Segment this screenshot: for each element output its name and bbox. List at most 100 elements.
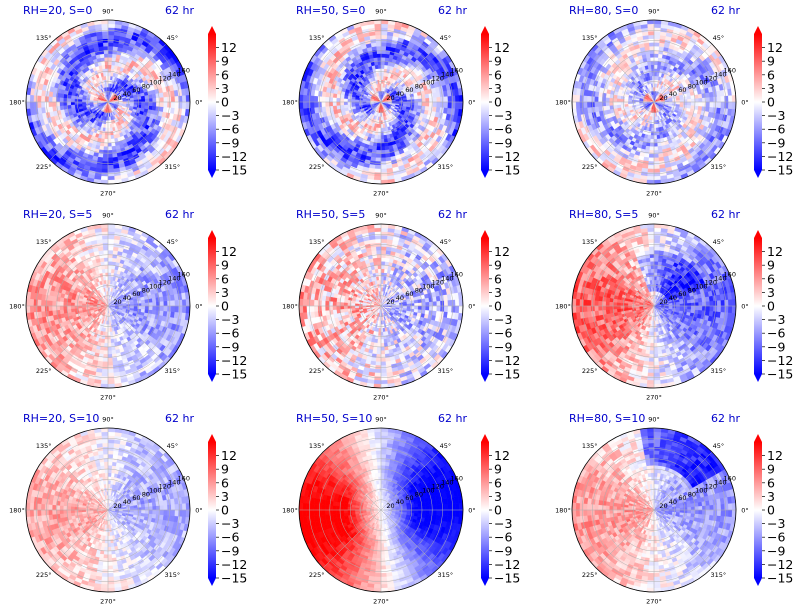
angle-tick-label: 270° [646, 190, 662, 198]
radial-tick-label: 20 [386, 94, 394, 102]
angle-tick-label: 0° [195, 99, 202, 107]
field-cell [101, 34, 109, 40]
field-cell [653, 142, 659, 147]
field-cell [380, 42, 387, 47]
field-cell [33, 95, 38, 103]
field-cell [40, 101, 46, 109]
field-cell [380, 176, 389, 181]
field-cell [107, 23, 116, 28]
field-cell [174, 101, 180, 109]
angular-gridline [107, 43, 167, 103]
field-cell [649, 57, 655, 62]
field-cell [679, 101, 685, 105]
panel-grid: 0°45°90°135°180°225°270°315°20 40 60 80 1001… [9, 4, 793, 606]
field-cell [582, 101, 588, 109]
field-cell [653, 68, 658, 73]
field-cell [653, 168, 661, 174]
field-cell [403, 101, 408, 105]
field-cell [612, 98, 618, 103]
angle-tick-label: 225° [309, 163, 325, 171]
radial-tick-label: 60 [132, 86, 140, 94]
radial-tick-label: 120 [159, 74, 171, 82]
colorbar-tick-label: 6 [494, 67, 502, 82]
angle-tick-label: 135° [309, 34, 325, 42]
field-cell [178, 95, 183, 103]
field-cell [100, 23, 109, 28]
field-cell [374, 172, 382, 177]
polar-panel: 0°45°90°135°180°225°270°315°20 40 60 80 1001… [9, 208, 247, 402]
field-cell [417, 98, 423, 103]
field-cell [309, 101, 315, 109]
panel-title-left: RH=80, S=0 [569, 4, 638, 17]
field-cell [429, 97, 434, 103]
angle-tick-label: 225° [582, 163, 598, 171]
field-cell [55, 97, 60, 103]
field-cell [458, 101, 463, 110]
field-cell [380, 20, 389, 25]
field-cell [101, 134, 106, 140]
angle-tick-label: 90° [375, 8, 387, 16]
field-cell [107, 68, 112, 73]
angle-tick-label: 225° [36, 163, 52, 171]
field-cell [66, 98, 72, 103]
field-cell [107, 27, 115, 32]
colorbar-tick-label: −12 [494, 149, 520, 164]
field-cell [104, 64, 109, 69]
field-cell [443, 95, 449, 103]
field-cell [575, 101, 580, 110]
field-cell [101, 27, 109, 32]
field-cell [616, 98, 621, 103]
field-cell [107, 20, 116, 25]
field-cell [70, 98, 75, 103]
field-cell [77, 99, 83, 103]
field-cell [336, 101, 341, 107]
field-cell [102, 42, 109, 47]
field-cell [597, 101, 603, 108]
panel-title-right: 62 hr [165, 4, 194, 17]
field-cell [26, 94, 31, 103]
field-cell [174, 95, 180, 103]
field-cell [29, 94, 34, 103]
field-cell [380, 53, 386, 58]
field-cell [48, 101, 53, 108]
colorbar-tick-label: −9 [221, 135, 239, 150]
field-cell [343, 101, 348, 106]
field-cell [100, 176, 109, 181]
panel-title-left: RH=50, S=0 [296, 4, 365, 17]
field-cell [451, 95, 456, 103]
field-cell [374, 134, 379, 140]
angle-tick-label: 0° [741, 99, 748, 107]
field-cell [653, 34, 661, 40]
field-cell [377, 138, 382, 144]
angle-tick-label: 315° [438, 163, 454, 171]
field-cell [646, 176, 655, 181]
field-cell [601, 97, 606, 103]
radial-tick-label: 40 [669, 90, 677, 98]
polar-grid [571, 19, 737, 185]
field-cell [144, 98, 150, 103]
radial-tick-label: 80 [415, 82, 423, 90]
angular-gridline [380, 43, 440, 103]
field-cell [653, 64, 658, 69]
field-cell [373, 179, 382, 184]
field-cell [647, 134, 652, 140]
field-cell [649, 150, 655, 155]
angular-gridline [322, 43, 382, 103]
field-cell [650, 135, 655, 140]
field-cell [380, 45, 387, 51]
field-cell [653, 27, 661, 32]
field-cell [103, 146, 109, 151]
field-cell [332, 97, 337, 103]
field-cell [36, 101, 42, 109]
field-cell [350, 99, 356, 103]
field-cell [709, 101, 714, 108]
field-cell [107, 75, 111, 80]
field-cell [104, 60, 109, 66]
field-cell [647, 131, 652, 136]
field-cell [29, 101, 34, 110]
field-cell [377, 64, 382, 69]
field-cell [705, 101, 711, 108]
field-cell [339, 98, 345, 103]
field-cell [720, 95, 726, 103]
field-cell [380, 135, 385, 140]
